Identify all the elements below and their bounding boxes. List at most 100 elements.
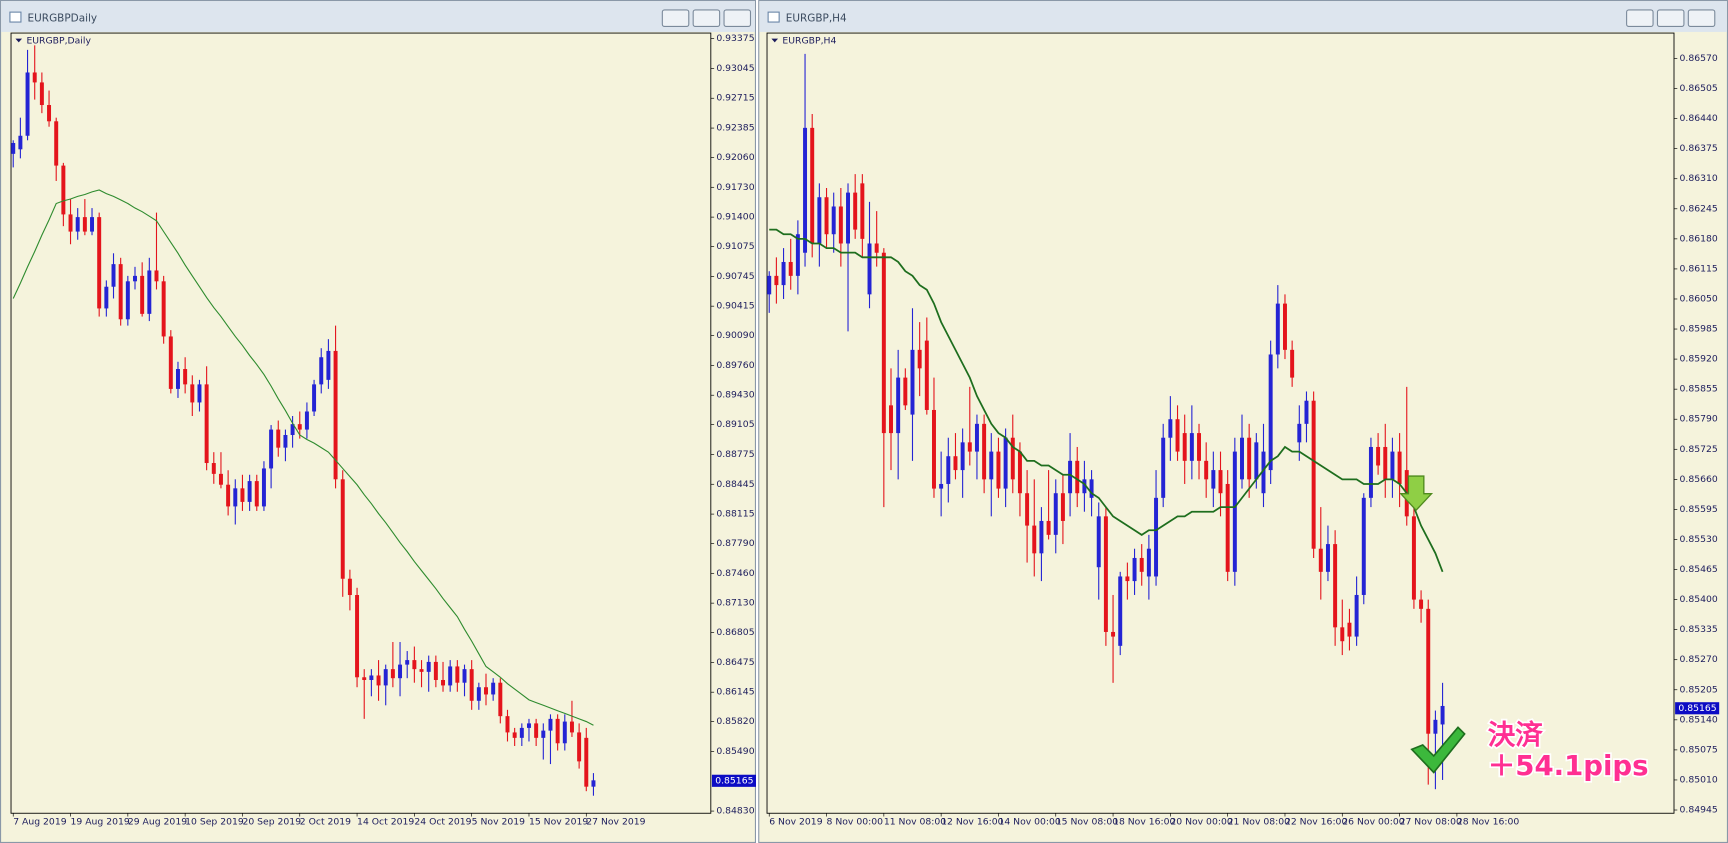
last-price-box — [711, 774, 756, 787]
x-tick-label: 19 Aug 2019 — [71, 817, 130, 828]
candle-body — [1189, 433, 1194, 461]
candle-body — [68, 214, 73, 232]
minimize-button[interactable] — [661, 9, 690, 27]
x-tick-label: 28 Nov 16:00 — [1457, 817, 1519, 828]
close-button[interactable] — [723, 9, 752, 27]
candle-body — [133, 275, 137, 282]
y-tick-label: 0.86145 — [716, 687, 754, 698]
candle-body — [419, 669, 424, 672]
y-tick-label: 0.85205 — [1680, 684, 1718, 695]
candle-body — [960, 442, 965, 471]
candle-body — [75, 217, 80, 232]
y-tick-label: 0.93375 — [716, 33, 754, 44]
close-button[interactable] — [1687, 9, 1716, 27]
candle-body — [484, 687, 488, 695]
candle-body — [767, 275, 772, 295]
candle-body — [319, 357, 324, 385]
candle-body — [1340, 627, 1345, 642]
y-tick-label: 0.85010 — [1680, 774, 1718, 785]
candle-body — [505, 716, 510, 733]
candle-body — [946, 456, 951, 484]
y-tick-label: 0.85595 — [1680, 504, 1718, 515]
candle-body — [448, 666, 453, 686]
x-tick-label: 8 Nov 00:00 — [827, 817, 884, 828]
candle-body — [412, 660, 417, 670]
candle-body — [591, 780, 596, 787]
y-tick-label: 0.86050 — [1680, 293, 1718, 304]
x-tick-label: 20 Sep 2019 — [242, 817, 301, 828]
candle-body — [462, 669, 467, 683]
candle-body — [147, 270, 152, 314]
candle-body — [276, 429, 281, 448]
candle-body — [476, 687, 481, 701]
y-tick-label: 0.90090 — [716, 330, 754, 341]
y-tick-label: 0.85400 — [1680, 594, 1718, 605]
candle-body — [881, 252, 886, 434]
candle-body — [1154, 497, 1159, 577]
x-tick-label: 15 Nov 08:00 — [1056, 817, 1118, 828]
candle-body — [161, 281, 166, 337]
candle-body — [376, 675, 381, 686]
window-title: EURGBP,H4 — [786, 13, 847, 25]
x-tick-label: 5 Nov 2019 — [472, 817, 525, 828]
candle-body — [853, 192, 858, 230]
candle-body — [333, 350, 338, 480]
candle-body — [1440, 705, 1445, 725]
candle-body — [1096, 516, 1101, 568]
candle-body — [1254, 442, 1259, 480]
candle-body — [548, 718, 553, 731]
candle-body — [1354, 594, 1359, 637]
candle-body — [204, 384, 209, 464]
candle-body — [1168, 419, 1173, 438]
y-tick-label: 0.93045 — [716, 63, 754, 74]
candle-body — [455, 666, 460, 683]
candle-body — [383, 669, 388, 686]
candle-body — [534, 723, 539, 738]
candle-body — [1125, 576, 1130, 582]
minimize-button[interactable] — [1626, 9, 1654, 27]
candle-body — [1032, 525, 1037, 554]
annotation: 決済 — [1488, 719, 1544, 751]
candle-body — [312, 384, 317, 412]
candle-body — [47, 105, 52, 122]
candle-body — [889, 405, 893, 434]
candle-body — [433, 661, 438, 680]
candle-body — [931, 409, 936, 489]
candle-body — [326, 350, 331, 380]
candle-body — [1290, 349, 1295, 378]
y-tick-label: 0.85075 — [1680, 744, 1718, 755]
y-tick-label: 0.85490 — [716, 746, 754, 757]
y-tick-label: 0.85985 — [1680, 324, 1718, 335]
y-tick-label: 0.85465 — [1680, 564, 1718, 575]
x-tick-label: 18 Nov 16:00 — [1113, 817, 1175, 828]
maximize-button[interactable] — [692, 9, 721, 27]
menu-triangle — [771, 38, 779, 43]
x-tick-label: 11 Nov 08:00 — [884, 817, 946, 828]
candle-body — [297, 424, 302, 430]
candle-body — [939, 483, 944, 489]
sell-arrow-icon — [1399, 475, 1434, 512]
candle-body — [562, 721, 567, 744]
candle-body — [218, 473, 223, 485]
x-tick-label: 14 Nov 00:00 — [998, 817, 1060, 828]
candle-body — [1333, 544, 1338, 628]
candle-body — [967, 442, 972, 452]
candle-body — [104, 286, 109, 309]
candle-body — [896, 377, 901, 434]
candle-body — [283, 434, 288, 448]
candle-body — [1390, 451, 1395, 480]
check-icon — [1410, 726, 1466, 774]
x-tick-label: 2 Oct 2019 — [300, 817, 351, 828]
plot-frame — [10, 32, 712, 814]
y-tick-label: 0.86115 — [1680, 263, 1718, 274]
candle-body — [903, 377, 908, 406]
maximize-button[interactable] — [1656, 9, 1685, 27]
candle-body — [426, 661, 431, 672]
y-tick-label: 0.89105 — [716, 419, 754, 430]
candle-body — [569, 721, 574, 733]
candle-body — [1419, 599, 1424, 609]
candle-body — [498, 682, 503, 717]
x-tick-label: 26 Nov 00:00 — [1342, 817, 1404, 828]
candle-body — [247, 481, 252, 502]
